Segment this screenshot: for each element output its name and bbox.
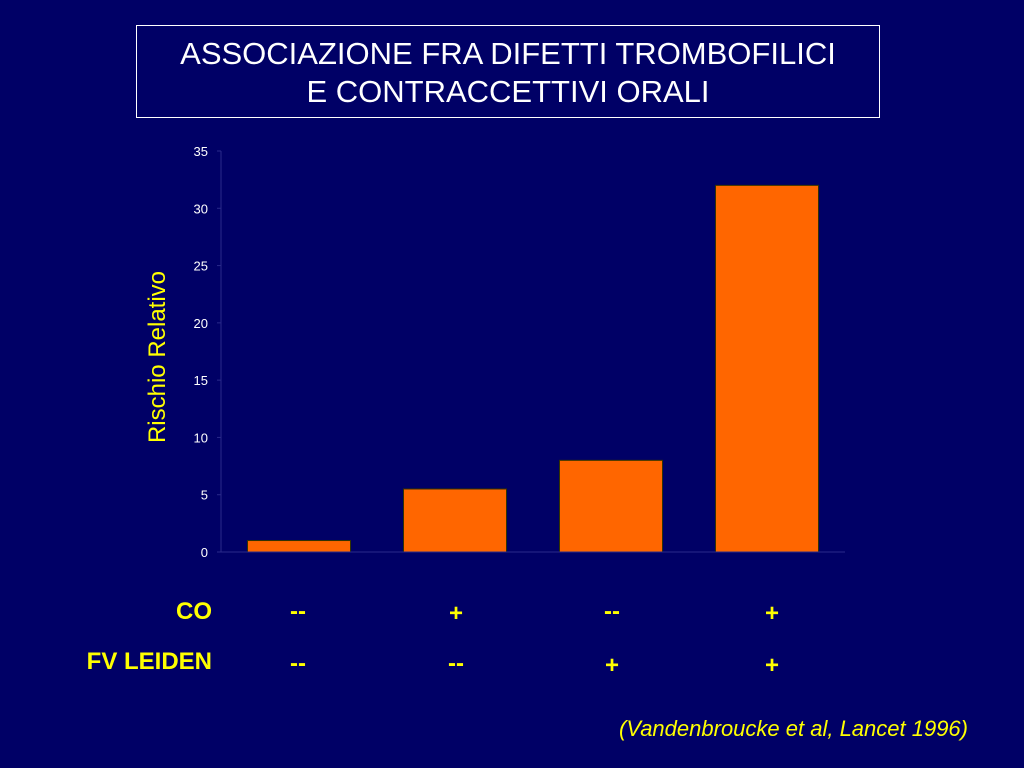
cell-co-1: -- <box>290 598 306 625</box>
bar-1 <box>247 540 351 553</box>
y-tick-label-2: 10 <box>194 430 208 445</box>
cell-fv-1: -- <box>290 650 306 677</box>
slide-title-line-1: ASSOCIAZIONE FRA DIFETTI TROMBOFILICI <box>180 36 836 71</box>
cell-fv-3: + <box>604 652 619 679</box>
y-tick-label-4: 20 <box>194 316 208 331</box>
bar-chart: 0 5 10 15 20 25 30 35 <box>194 144 845 560</box>
cell-co-4: + <box>764 600 779 627</box>
y-tick-label-3: 15 <box>194 373 208 388</box>
slide-title-line-2: E CONTRACCETTIVI ORALI <box>306 74 710 109</box>
cell-co-2: + <box>448 600 463 627</box>
cell-fv-4: + <box>764 652 779 679</box>
y-axis-ticks: 0 5 10 15 20 25 30 35 <box>194 144 221 560</box>
bar-2 <box>403 488 507 553</box>
row-label-co: CO <box>176 598 212 625</box>
cell-fv-2: -- <box>448 650 464 677</box>
row-label-fv-leiden: FV LEIDEN <box>86 648 212 675</box>
y-tick-label-7: 35 <box>194 144 208 159</box>
bars-group <box>247 184 819 553</box>
y-tick-label-1: 5 <box>201 488 208 503</box>
y-tick-label-0: 0 <box>201 545 208 560</box>
bar-4 <box>715 184 819 553</box>
bar-3 <box>559 459 663 553</box>
citation: (Vandenbroucke et al, Lancet 1996) <box>619 716 968 741</box>
y-tick-label-6: 30 <box>194 201 208 216</box>
cell-co-3: -- <box>604 598 620 625</box>
y-tick-label-5: 25 <box>194 259 208 274</box>
slide-title: ASSOCIAZIONE FRA DIFETTI TROMBOFILICI E … <box>136 25 880 118</box>
